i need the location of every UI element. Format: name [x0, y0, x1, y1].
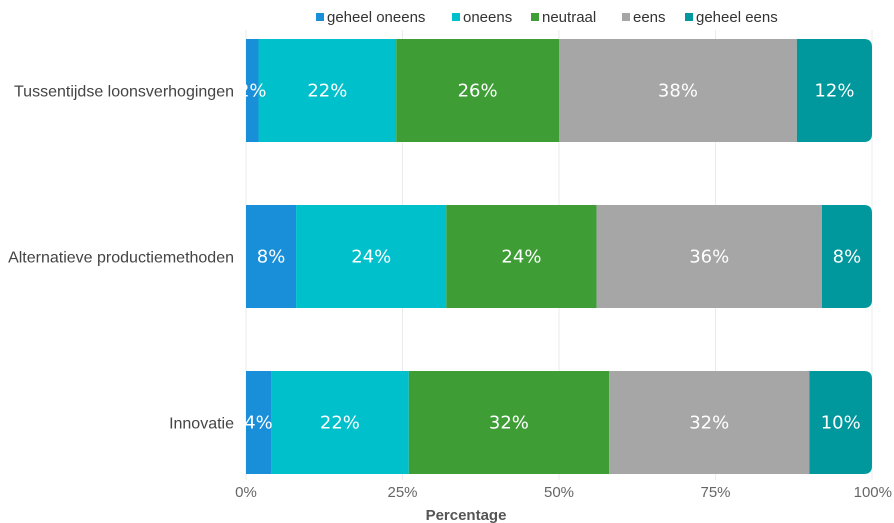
category-label: Alternatieve productiemethoden [8, 250, 234, 267]
x-axis-ticks: 0% 25% 50% 75% 100% [235, 484, 892, 501]
bar-segment [609, 371, 810, 474]
bar-segment [796, 39, 872, 142]
data-label: 22% [320, 413, 360, 434]
bar-segment [258, 39, 397, 142]
bar-segment [809, 371, 872, 474]
data-label: 24% [351, 247, 391, 268]
data-label: 22% [307, 81, 347, 102]
bar-segment [271, 371, 409, 474]
bar-segment [246, 39, 259, 142]
data-labels: 2% 22% 26% 38% 12% 8% 24% 24% 36% 8% 4% 22% 32% 32% 10… [238, 81, 861, 434]
bar-segment [396, 39, 559, 142]
data-label: 24% [501, 247, 541, 268]
data-label: 36% [689, 247, 729, 268]
data-label: 8% [257, 247, 286, 268]
data-label: 32% [689, 413, 729, 434]
x-tick-label: 0% [235, 484, 257, 501]
category-label: Innovatie [169, 416, 234, 433]
legend-label: oneens [463, 9, 512, 26]
data-label: 26% [458, 81, 498, 102]
bar-segment [559, 39, 797, 142]
bar-segment [246, 205, 297, 308]
legend-swatch [452, 13, 460, 21]
category-labels: Tussentijdse loonsverhogingen Alternatiev… [8, 84, 234, 433]
x-tick-label: 100% [854, 484, 892, 501]
bars [246, 39, 872, 474]
data-label: 32% [489, 413, 529, 434]
legend-swatch [622, 13, 630, 21]
bar-segment [246, 371, 272, 474]
category-label: Tussentijdse loonsverhogingen [14, 84, 234, 101]
x-tick-label: 25% [387, 484, 417, 501]
legend-label: eens [633, 9, 666, 26]
bar-segment [408, 371, 610, 474]
legend-swatch [685, 13, 693, 21]
x-axis-title: Percentage [426, 507, 507, 523]
x-tick-label: 75% [700, 484, 730, 501]
legend-label: neutraal [542, 9, 596, 26]
data-label: 4% [244, 413, 273, 434]
legend-swatch [316, 13, 324, 21]
bar-segment [296, 205, 447, 308]
legend: geheel oneens oneens neutraal eens geheel ee… [316, 9, 778, 26]
bar-segment [446, 205, 597, 308]
data-label: 38% [658, 81, 698, 102]
data-label: 10% [821, 413, 861, 434]
data-label: 12% [814, 81, 854, 102]
x-tick-label: 50% [544, 484, 574, 501]
data-label: 8% [833, 247, 862, 268]
bar-segment [596, 205, 822, 308]
data-label: 2% [238, 81, 267, 102]
legend-label: geheel oneens [327, 9, 425, 26]
bar-segment [821, 205, 872, 308]
legend-swatch [531, 13, 539, 21]
legend-label: geheel eens [696, 9, 778, 26]
